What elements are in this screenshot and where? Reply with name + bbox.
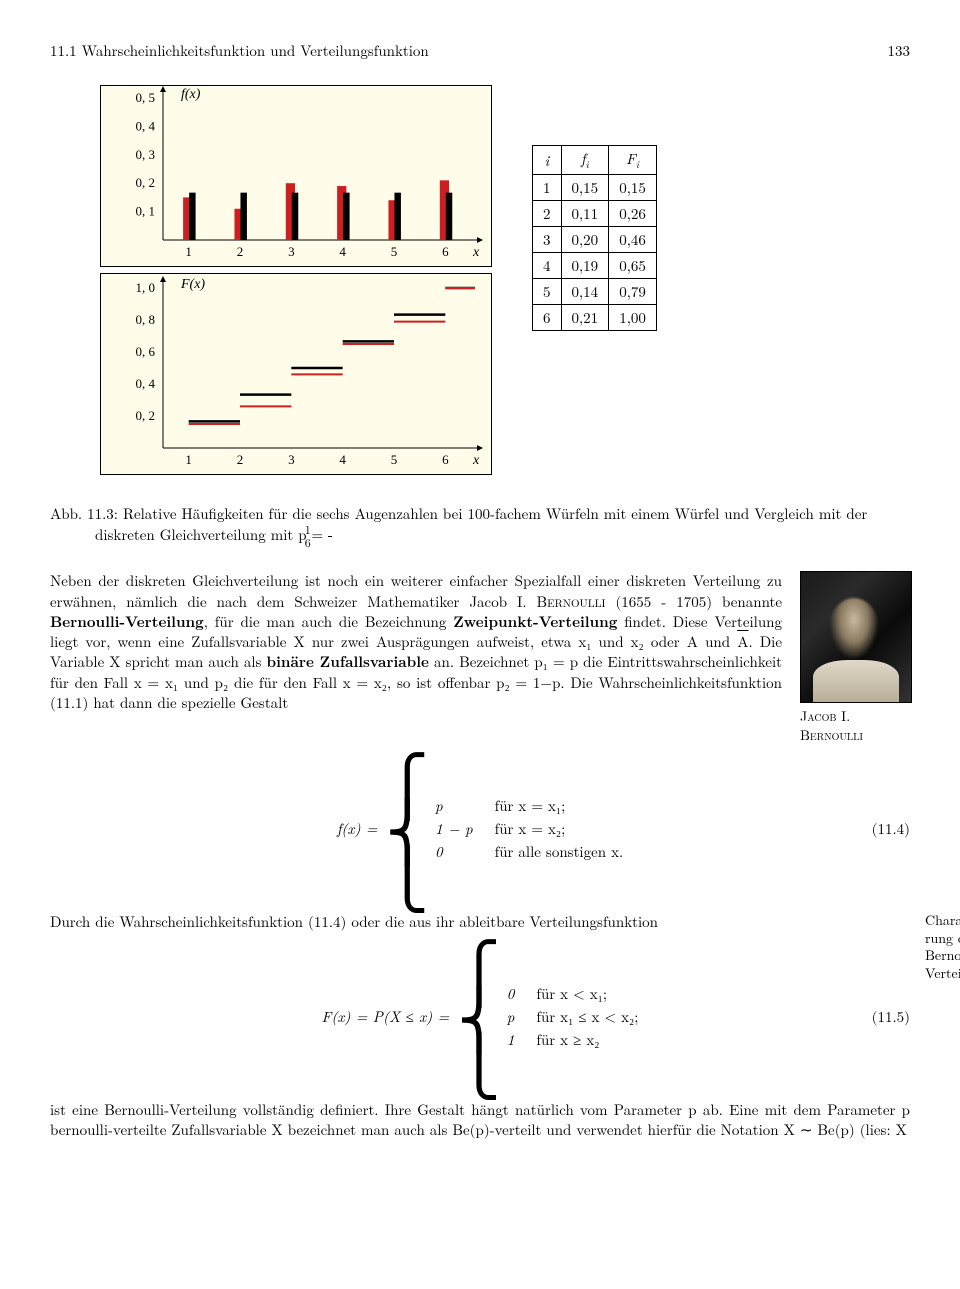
frequency-table: i fi Fi 10,150,1520,110,2630,200,4640,19… xyxy=(532,145,657,331)
section-title: 11.1 Wahrscheinlichkeitsfunktion und Ver… xyxy=(50,40,429,61)
svg-text:x: x xyxy=(472,453,480,468)
page-header: 11.1 Wahrscheinlichkeitsfunktion und Ver… xyxy=(50,40,910,61)
svg-text:f(x): f(x) xyxy=(181,87,201,102)
table-row: 40,190,65 xyxy=(533,253,657,279)
th-Fi: Fi xyxy=(609,146,657,175)
svg-text:0, 4: 0, 4 xyxy=(136,118,156,133)
svg-text:2: 2 xyxy=(237,244,244,259)
portrait-box: Jacob I. Bernoulli xyxy=(800,571,910,745)
table-row: 60,211,00 xyxy=(533,305,657,331)
table-row: 50,140,79 xyxy=(533,279,657,305)
bar-chart: 0, 5 0, 4 0, 3 0, 2 0, 1 1 2 3 4 5 6 f(x) x xyxy=(100,85,492,267)
table-row: 30,200,46 xyxy=(533,227,657,253)
paragraph-3: ist eine Bernoulli-Verteilung vollständi… xyxy=(50,1100,910,1141)
margin-note: Charakterisie-rung derBernoulli-Verteilu… xyxy=(925,912,960,982)
figure-11-3: 0, 5 0, 4 0, 3 0, 2 0, 1 1 2 3 4 5 6 f(x) x 1, 0 0, 8… xyxy=(100,85,910,475)
svg-text:1: 1 xyxy=(185,244,192,259)
table-row: 20,110,26 xyxy=(533,201,657,227)
svg-text:1, 0: 1, 0 xyxy=(136,280,156,295)
portrait-caption-line1: Jacob I. xyxy=(800,706,850,726)
svg-text:0, 2: 0, 2 xyxy=(136,408,156,423)
svg-text:F(x): F(x) xyxy=(180,277,205,292)
svg-text:5: 5 xyxy=(391,452,398,467)
svg-text:2: 2 xyxy=(237,452,244,467)
th-fi: fi xyxy=(561,146,609,175)
svg-text:0, 1: 0, 1 xyxy=(136,204,156,219)
paragraph-bernoulli: Neben der diskreten Gleichverteilung ist… xyxy=(50,571,910,745)
svg-text:0, 8: 0, 8 xyxy=(136,312,156,327)
equation-11-4: f(x) = ⎧⎨⎩ pfür x = x₁;1 − pfür x = x₂;0… xyxy=(50,759,910,898)
svg-text:6: 6 xyxy=(442,452,449,467)
svg-text:6: 6 xyxy=(442,244,449,259)
svg-text:5: 5 xyxy=(391,244,398,259)
step-chart: 1, 0 0, 8 0, 6 0, 4 0, 2 1 2 3 4 5 6 F(x) x xyxy=(100,273,492,475)
svg-text:0, 6: 0, 6 xyxy=(136,344,156,359)
table-row: 10,150,15 xyxy=(533,175,657,201)
svg-text:1: 1 xyxy=(185,452,192,467)
svg-text:0, 2: 0, 2 xyxy=(136,175,156,190)
bernoulli-portrait xyxy=(800,571,912,703)
equation-11-5: F(x) = P(X ≤ x) = ⎧⎨⎩ 0für x < x₁;pfür x… xyxy=(50,946,910,1085)
th-i: i xyxy=(533,146,562,175)
svg-text:0, 5: 0, 5 xyxy=(136,90,156,105)
svg-text:3: 3 xyxy=(288,244,295,259)
svg-text:0, 4: 0, 4 xyxy=(136,376,156,391)
svg-text:4: 4 xyxy=(339,244,346,259)
page-number: 133 xyxy=(887,40,910,61)
svg-text:0, 3: 0, 3 xyxy=(136,147,156,162)
svg-text:4: 4 xyxy=(339,452,346,467)
portrait-caption-line2: Bernoulli xyxy=(800,725,863,745)
figure-caption: Abb. 11.3: Relative Häufigkeiten für die… xyxy=(50,503,910,549)
svg-text:x: x xyxy=(472,245,480,260)
svg-text:3: 3 xyxy=(288,452,295,467)
